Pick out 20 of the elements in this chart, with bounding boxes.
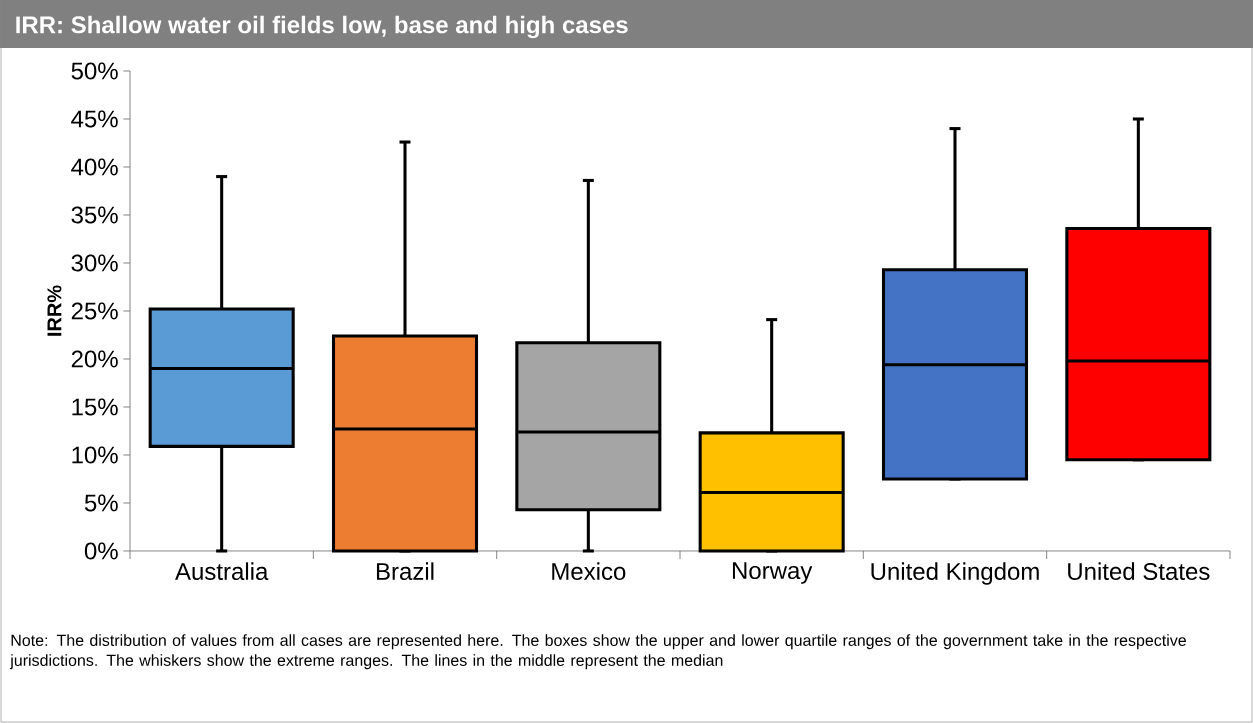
y-tick-label: 15% <box>72 398 118 416</box>
x-tick-label: Australia <box>175 562 269 580</box>
x-tick-label: Norway <box>732 562 813 584</box>
y-tick-label: 5% <box>84 494 118 512</box>
y-axis-title: IRR% <box>47 285 62 336</box>
y-tick-label: 10% <box>72 446 118 464</box>
y-tick-label: 30% <box>71 254 118 272</box>
y-tick-label: 0% <box>84 542 118 560</box>
y-tick-label: 25% <box>71 302 118 320</box>
x-tick-label: United States <box>1068 562 1210 580</box>
y-tick-label: 20% <box>71 350 118 368</box>
x-tick-label: Brazil <box>376 562 434 580</box>
y-tick-label: 45% <box>71 110 118 128</box>
y-tick-label: 35% <box>71 206 118 224</box>
x-tick-label: United Kingdom <box>871 562 1039 585</box>
x-tick-label: Mexico <box>552 562 626 580</box>
chart-title: IRR: Shallow water oil fields low, base and high cases <box>16 15 628 39</box>
y-tick-label: 40% <box>71 158 118 176</box>
text: Note: The distribution of values from all cases are represented here. The boxes show the upper and lower quartile ranges of the government take in the respective jurisdictions. The whiskers show the extreme ranges. The lines in the middle represent the median <box>9 634 1186 670</box>
y-tick-label: 50% <box>71 62 118 80</box>
